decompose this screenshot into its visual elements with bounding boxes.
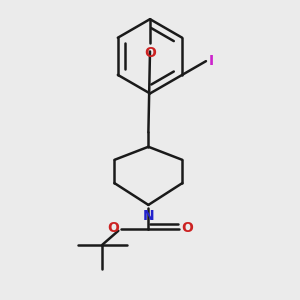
Text: O: O: [107, 221, 119, 235]
Text: O: O: [181, 221, 193, 235]
Text: O: O: [144, 46, 156, 60]
Text: I: I: [208, 53, 214, 68]
Text: N: N: [142, 209, 154, 223]
